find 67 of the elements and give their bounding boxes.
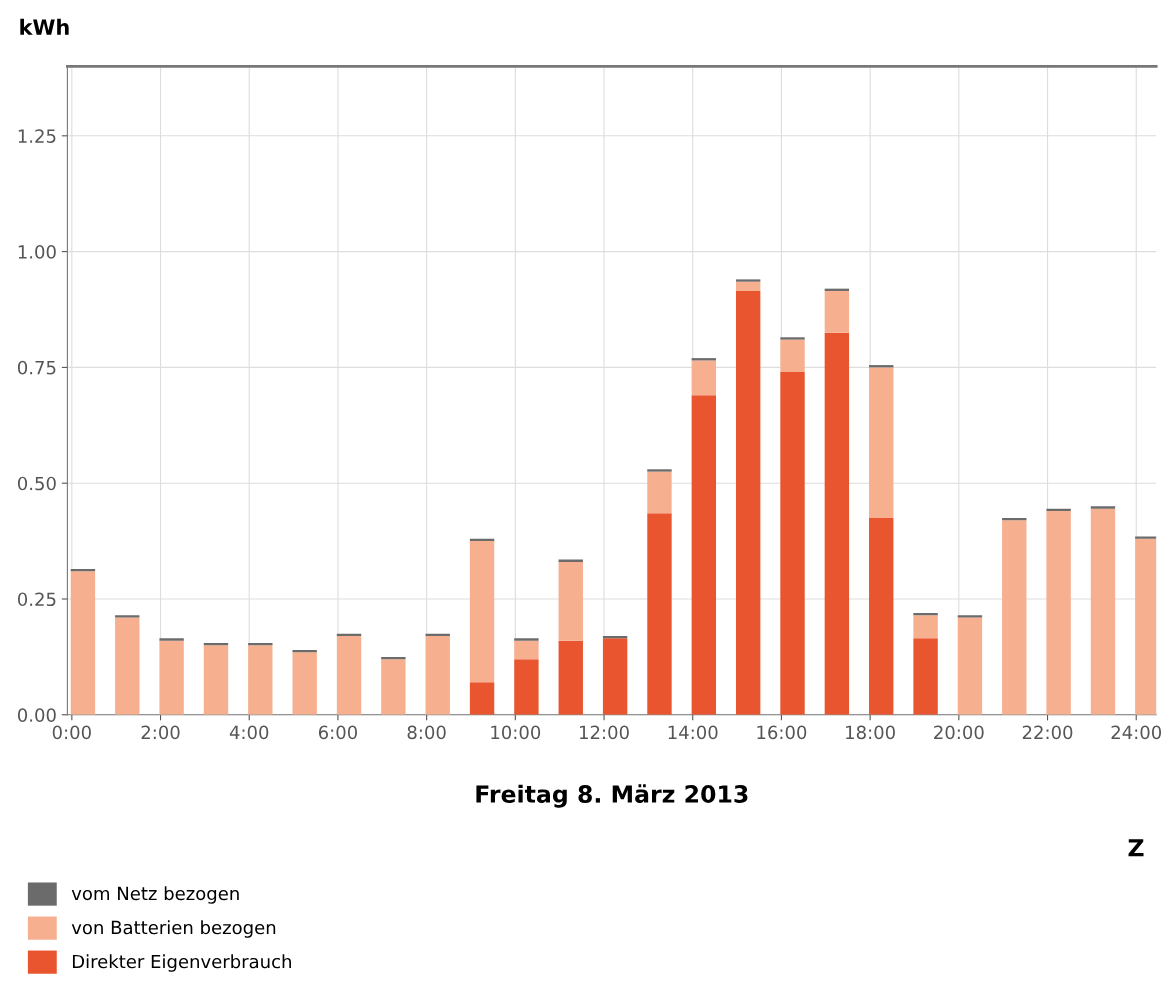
bar (514, 640, 539, 660)
bar (913, 638, 938, 715)
bar (691, 360, 717, 396)
bar (691, 395, 717, 715)
bar (115, 615, 140, 618)
bar (336, 636, 362, 715)
bar (248, 645, 273, 715)
bar (913, 615, 938, 639)
bar (957, 617, 983, 715)
bar (1090, 506, 1116, 509)
bar (381, 659, 406, 715)
bar (1046, 510, 1071, 715)
bar (735, 281, 761, 291)
bar (292, 652, 317, 715)
bar (203, 645, 229, 715)
bar (469, 541, 495, 683)
y-tick-label: 0.00 (17, 708, 56, 722)
bar (735, 279, 761, 282)
bar (115, 617, 140, 715)
x-tick-label: 12:00 (580, 725, 629, 740)
x-tick-label: 2:00 (141, 725, 180, 740)
bar (70, 571, 96, 715)
x-tick-label: 6:00 (318, 725, 358, 740)
bar (780, 372, 805, 715)
x-tick-label: 0:00 (52, 725, 91, 740)
x-tick-label: 22:00 (1022, 725, 1073, 740)
x-tick-label: 14:00 (668, 725, 718, 740)
x-tick-label: 16:00 (757, 725, 807, 740)
bar (647, 469, 672, 472)
bar (1002, 520, 1027, 715)
legend-label: von Batterien bezogen (71, 920, 276, 938)
y-tick-label: 1.25 (18, 129, 56, 143)
x-tick-label: 10:00 (491, 725, 541, 740)
x-tick-label: 20:00 (934, 725, 984, 740)
bar (824, 332, 850, 715)
y-tick-label: 0.75 (17, 360, 56, 375)
text: Z (1128, 839, 1144, 857)
y-tick-label: 0.25 (17, 592, 56, 607)
bar (469, 682, 495, 715)
bar (425, 636, 450, 715)
x-tick-label: 4:00 (229, 725, 269, 740)
bar (602, 638, 628, 715)
bar (558, 561, 583, 641)
x-tick-label: 24:00 (1111, 725, 1162, 740)
x-axis-title: Freitag 8. März 2013 (476, 784, 748, 808)
bar (558, 640, 583, 715)
bar (735, 290, 761, 715)
bar (780, 339, 805, 373)
bar (514, 638, 539, 641)
bar (159, 638, 184, 641)
legend-label: vom Netz bezogen (71, 886, 239, 904)
y-tick-label: 1.00 (18, 245, 56, 259)
bar (780, 337, 805, 340)
bar (514, 659, 539, 715)
bar (647, 513, 672, 715)
bar (159, 640, 184, 715)
bar (1090, 508, 1116, 715)
y-axis-title: kWh (20, 18, 69, 35)
bar (647, 471, 672, 514)
legend-label: Direkter Eigenverbrauch (72, 954, 291, 972)
bar (869, 367, 894, 518)
y-tick-label: 0.50 (17, 476, 56, 491)
bar (957, 615, 983, 618)
x-tick-label: 18:00 (846, 725, 895, 740)
x-tick-label: 8:00 (407, 725, 446, 740)
bar (824, 290, 850, 333)
bar (869, 517, 894, 715)
